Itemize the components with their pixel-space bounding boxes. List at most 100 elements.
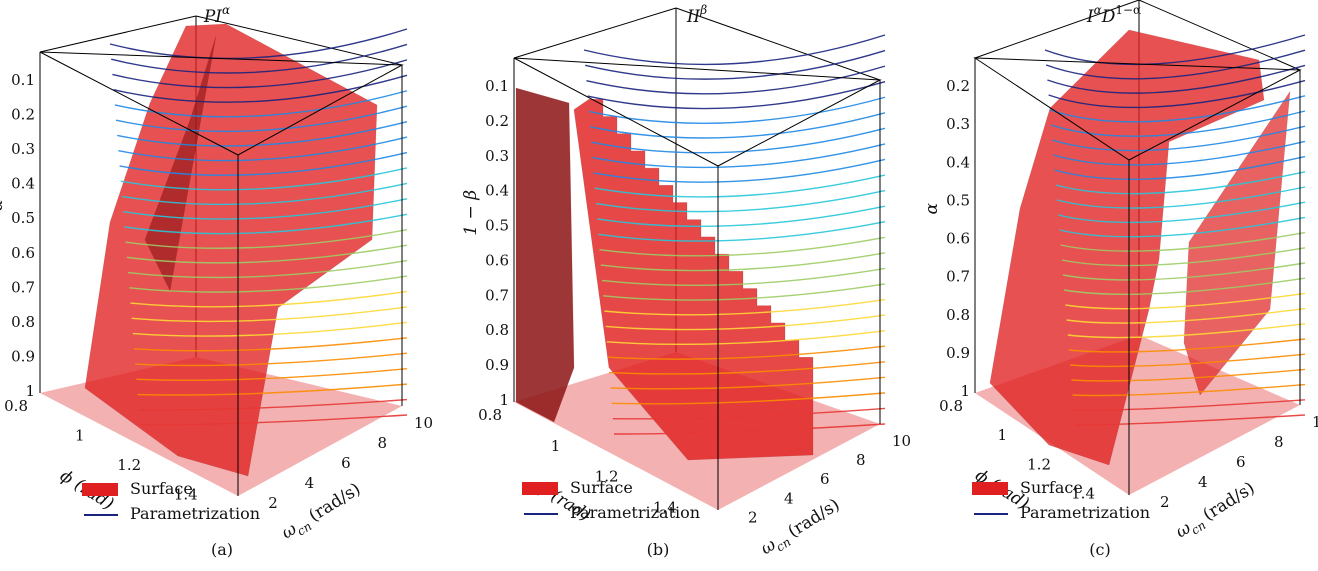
parametrization-line [1056,186,1306,209]
x-tick-label: 6 [1236,453,1246,471]
z-axis-label: 1 − β [461,190,481,236]
parametrization-line [109,28,408,60]
cube-front-edges [973,57,1302,495]
parametrization-line [591,127,886,154]
chart-panel-3: IαD1−α0.20.30.40.50.60.70.80.91α0.811.21… [922,0,1318,559]
parametrization-line [610,376,886,390]
parametrization-line [583,34,886,66]
parametrization-line [135,352,408,367]
parametrization-line [601,267,886,286]
parametrization-line [586,65,886,95]
legend: Surface Parametrization [82,479,260,523]
parametrization-line [604,298,886,316]
z-tick-label: 0.7 [11,278,35,296]
x-tick-label: 2 [1160,493,1170,511]
parametrization-line [121,182,408,206]
x-tick-label: 6 [820,470,830,488]
parametrization-line [1061,247,1306,267]
z-tick-label: 0.8 [11,313,35,331]
z-tick-label: 0.7 [946,268,970,286]
chart-title-superscript: β [699,3,707,17]
z-tick-label: 0.3 [11,140,35,158]
legend-surface-label: Surface [130,479,193,498]
panel-label: (c) [1089,540,1110,559]
parametrization-line [136,367,408,381]
parametrization-line [588,96,886,124]
y-tick-label: 1.2 [595,468,619,486]
parametrization-line [593,158,886,183]
z-tick-label: 0.2 [11,106,35,124]
legend-parametrization-label: Parametrization [570,503,700,522]
x-axis-label-sub: cn [774,535,794,555]
y-tick-label: 1.2 [1027,455,1051,473]
parametrization-line [1062,262,1306,281]
z-axis: 0.2 0.3 0.4 0.5 0.6 0.7 0.8 0.9 1 α [922,77,970,400]
parametrization-line [1050,110,1306,137]
y-tick-label: 1 [997,426,1007,444]
parametrization-line [599,236,886,257]
parametrization-line [1059,216,1306,238]
parametrization-line [1066,307,1306,324]
legend-parametrization-label: Parametrization [1020,503,1150,522]
cube-edge [973,57,1302,161]
parametrization-line [125,229,408,249]
x-tick-label: 10 [414,414,433,432]
x-axis-label-tail: (rad/s) [305,479,364,526]
z-tick-label: 0.2 [946,77,970,95]
parametrization-line [1044,34,1306,66]
parametrization-line [1051,125,1306,152]
z-tick-label: 0.8 [485,321,509,339]
z-tick-label: 0.3 [485,147,509,165]
parametrization-line [589,112,886,139]
legend-surface-label: Surface [570,478,633,497]
chart-panel-1: PIα0.10.20.30.40.50.60.70.80.91α0.811.21… [0,3,433,559]
z-tick-label: 0.4 [946,153,970,171]
z-axis-label: α [922,202,942,214]
z-tick-label: 0.2 [485,112,509,130]
z-tick-label: 0.5 [485,217,509,235]
parametrization-line [587,81,886,110]
chart-title: IαD1−α [1086,3,1141,27]
z-tick-label: 0.9 [11,347,35,365]
parametrization-line [609,361,886,375]
x-tick-label: 4 [305,474,315,492]
x-tick-label: 2 [748,508,758,526]
parametrization-line [1053,140,1306,166]
z-tick-label: 0.6 [11,244,35,262]
cube-edge [39,51,404,156]
parametrization-line [113,74,408,103]
x-tick-label: 10 [1312,413,1318,431]
parametrization-line [612,407,886,420]
parametrization-line [132,321,408,337]
z-axis: 0.1 0.2 0.3 0.4 0.5 0.6 0.7 0.8 0.9 1 1 − β [461,77,509,409]
cube-edge [513,7,677,59]
cube-edge [675,7,881,81]
z-tick-label: 0.5 [946,191,970,209]
chart-title-superscript: α [222,3,230,17]
cube-edge [974,0,1140,59]
y-tick-label: 1.4 [1071,484,1095,502]
parametrization-line [592,143,886,169]
z-tick-label: 1 [25,382,35,400]
x-tick-label: 4 [1198,473,1208,491]
parametrization-line [111,43,408,74]
parametrization-line [119,151,408,176]
z-tick-label: 0.1 [11,71,35,89]
x-tick-label: 4 [784,489,794,507]
z-tick-label: 1 [960,382,970,400]
parametrization-line [598,221,886,242]
z-tick-label: 0.4 [11,175,35,193]
parametrization-line [1054,155,1306,180]
parametrization-line [118,136,408,162]
parametrization-line [1073,399,1306,411]
cube-front-edges [513,57,882,510]
parametrization-line [1070,353,1306,368]
panel-label: (a) [211,540,233,559]
cube-edge [513,57,882,167]
x-tick-label: 8 [378,434,388,452]
z-axis-label: α [0,199,7,211]
x-axis-label: ωcn(rad/s) [757,495,845,562]
parametrization-line [1064,277,1306,295]
